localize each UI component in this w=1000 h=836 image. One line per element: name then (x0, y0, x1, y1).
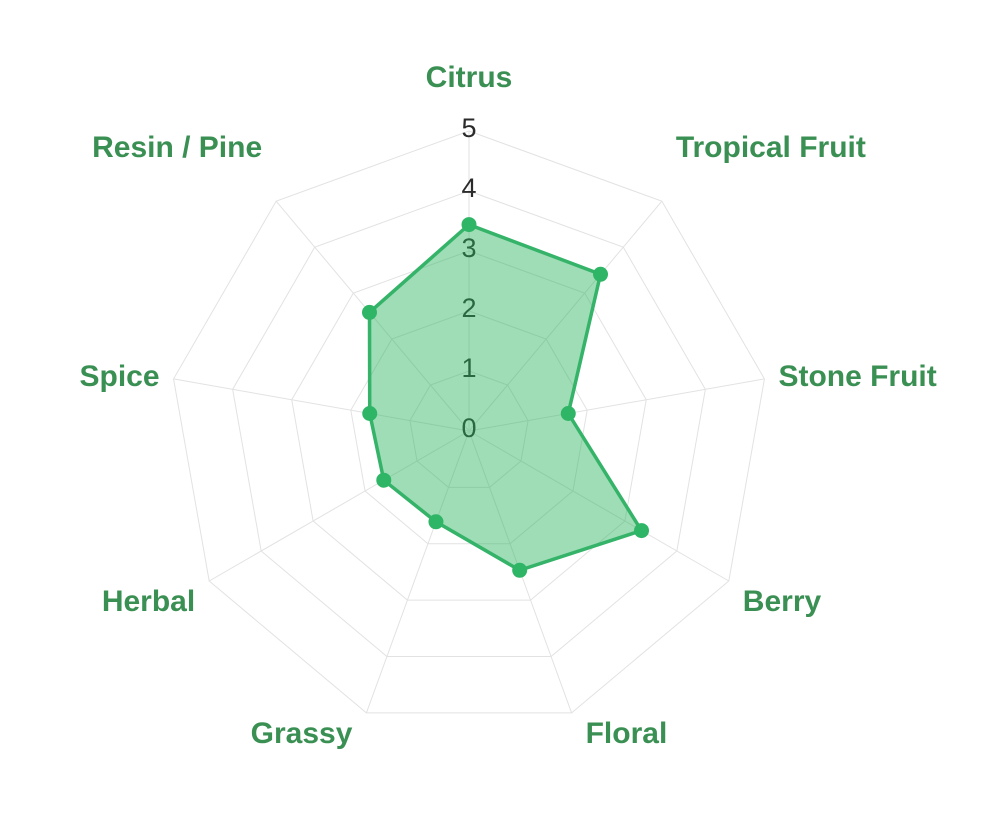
svg-text:Citrus: Citrus (426, 61, 513, 94)
svg-text:Tropical Fruit: Tropical Fruit (676, 131, 866, 164)
svg-text:Grassy: Grassy (251, 717, 353, 750)
svg-text:Berry: Berry (743, 585, 822, 618)
svg-text:Resin / Pine: Resin / Pine (92, 131, 262, 164)
svg-text:Herbal: Herbal (102, 585, 195, 618)
svg-text:5: 5 (461, 113, 476, 143)
svg-text:Spice: Spice (80, 360, 160, 393)
svg-text:Stone Fruit: Stone Fruit (778, 360, 936, 393)
svg-text:Floral: Floral (586, 717, 668, 750)
svg-text:4: 4 (461, 173, 476, 203)
